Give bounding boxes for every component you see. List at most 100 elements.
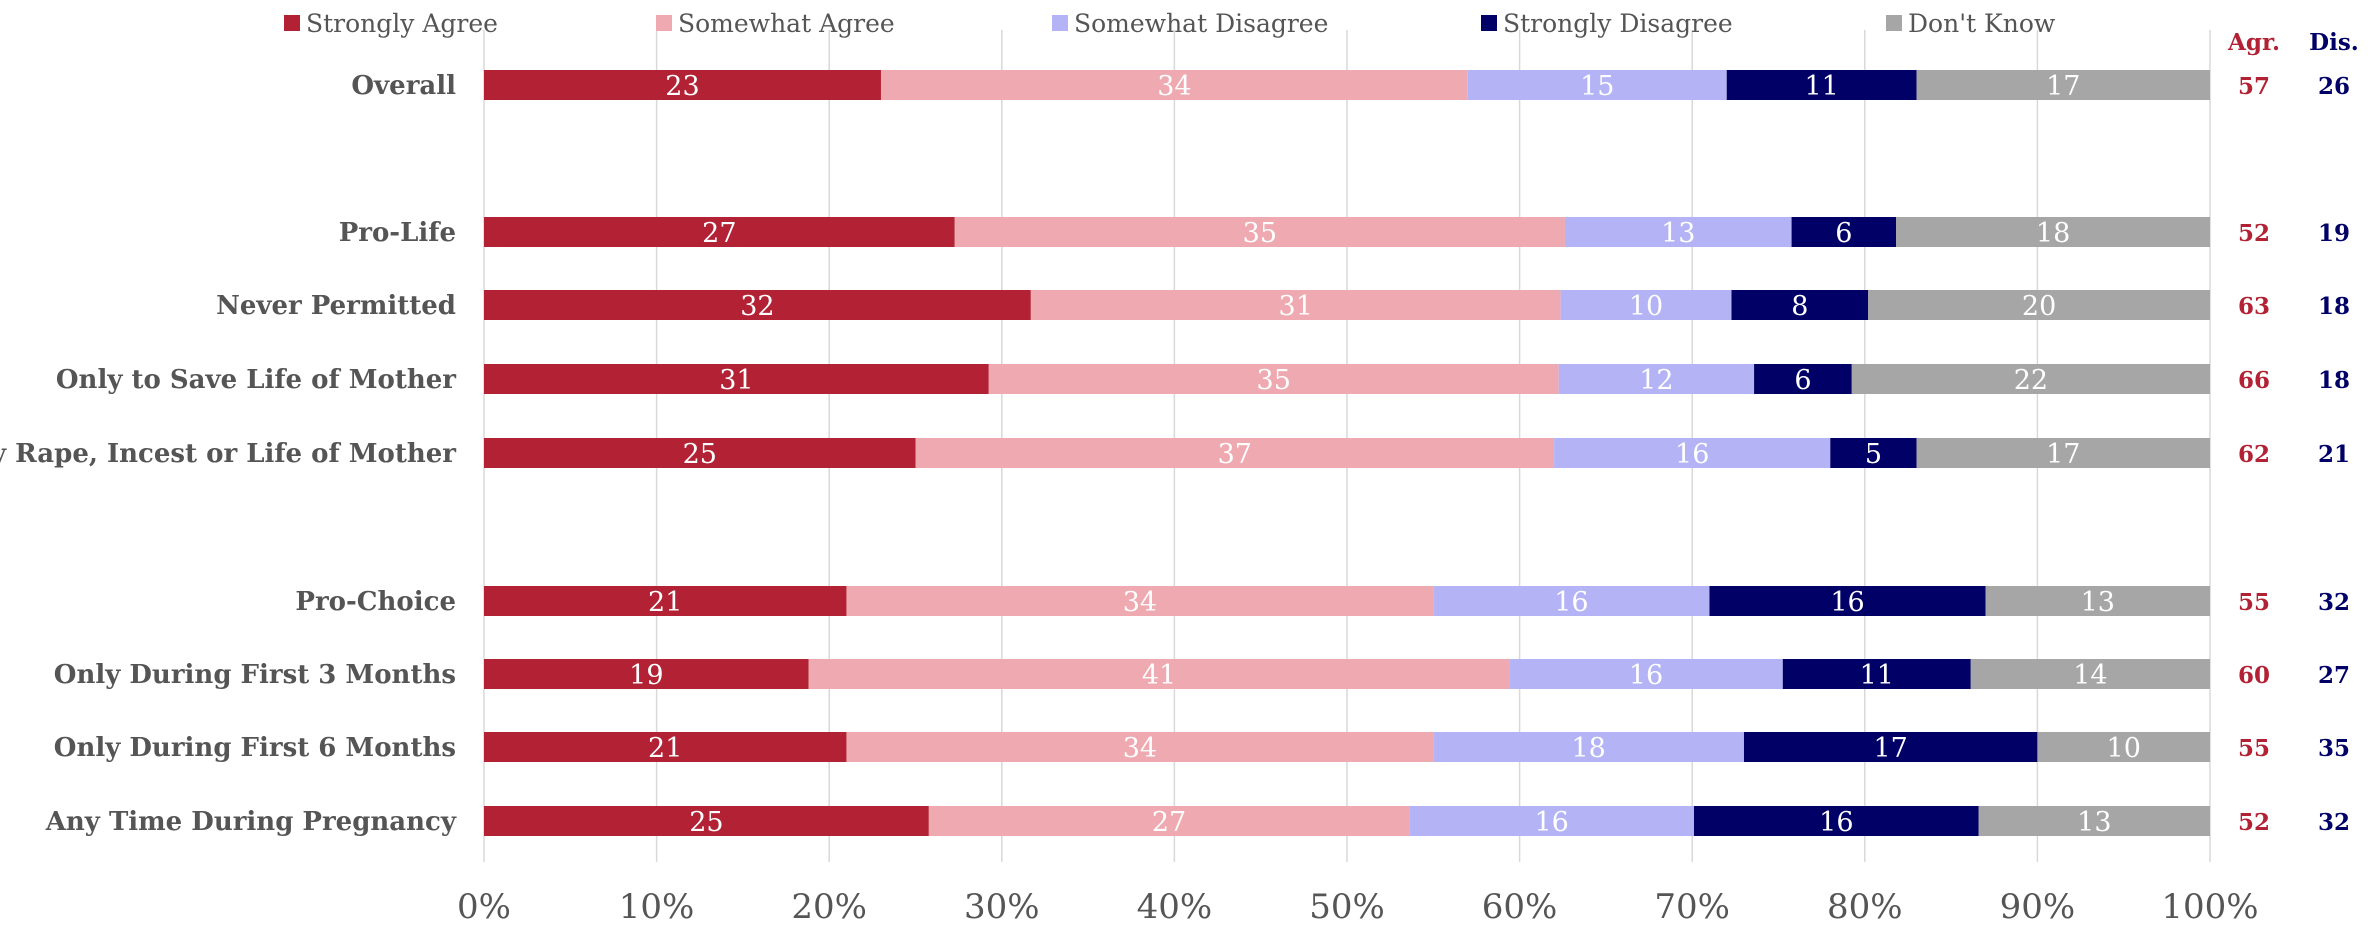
net-disagree-value: 18 [2318,367,2350,394]
bar-segment [915,438,1555,468]
legend-swatch [1886,15,1902,31]
bar-segment [1509,659,1783,689]
bar-value-label: 17 [1874,733,1908,764]
bar-value-label: 12 [1639,365,1673,396]
bar-segment [1978,806,2210,836]
bar-value-label: 6 [1794,365,1811,396]
net-disagree-value: 26 [2318,73,2350,100]
net-disagree-value: 18 [2318,293,2350,320]
bar-segment [1791,217,1897,247]
x-tick-label: 40% [1137,887,1213,927]
x-tick-label: 30% [964,887,1040,927]
legend-label: Somewhat Disagree [1074,9,1328,38]
bar-segment [1916,438,2210,468]
bar-segment [484,364,989,394]
bar-value-label: 25 [689,807,723,838]
x-tick-label: 100% [2161,887,2258,927]
bar-value-label: 16 [1830,587,1864,618]
bar-segment [1560,290,1732,320]
category-label: Only to Save Life of Mother [56,365,456,395]
bar-value-label: 13 [2077,807,2111,838]
bar-value-label: 37 [1218,439,1252,470]
x-tick-label: 20% [791,887,867,927]
legend-label: Somewhat Agree [678,9,895,38]
bar-value-label: 16 [1554,587,1588,618]
bar-value-label: 34 [1123,733,1157,764]
bar-segment [880,70,1468,100]
net-disagree-header: Dis. [2309,29,2359,56]
bar-segment [1743,732,2038,762]
net-agree-value: 52 [2238,220,2270,247]
bar-value-label: 13 [1661,218,1695,249]
net-agree-value: 60 [2238,662,2270,689]
bar-value-label: 5 [1865,439,1882,470]
x-tick-label: 80% [1827,887,1903,927]
bar-segment [1782,659,1971,689]
bar-segment [1409,806,1694,836]
bar-segment [1896,217,2210,247]
category-label: Any Time During Pregnancy [45,807,457,837]
bar-segment [484,806,929,836]
bar-value-label: 31 [719,365,753,396]
bar-segment [2037,732,2210,762]
net-agree-value: 55 [2238,735,2270,762]
legend-swatch [1481,15,1497,31]
bar-segment [484,70,881,100]
category-label: Never Permitted [216,291,456,321]
bar-segment [1564,217,1792,247]
bar-value-label: 34 [1157,71,1191,102]
net-disagree-value: 27 [2318,662,2350,689]
bar-value-label: 11 [1804,71,1838,102]
bar-value-label: 18 [2036,218,2070,249]
bar-segment [1868,290,2210,320]
bar-value-label: 23 [665,71,699,102]
bar-segment [484,290,1031,320]
bar-value-label: 16 [1819,807,1853,838]
x-tick-label: 10% [619,887,695,927]
bar-value-label: 16 [1629,660,1663,691]
x-tick-label: 90% [2000,887,2076,927]
bar-segment [954,217,1565,247]
net-agree-value: 66 [2238,367,2270,394]
bar-segment [846,586,1434,616]
bar-segment [1985,586,2210,616]
bar-value-label: 11 [1860,660,1894,691]
bar-value-label: 13 [2081,587,2115,618]
bar-segment [1558,364,1755,394]
bar-segment [1970,659,2210,689]
bar-segment [1916,70,2210,100]
bar-segment [484,659,809,689]
net-agree-value: 62 [2238,441,2270,468]
bar-value-label: 14 [2073,660,2107,691]
net-agree-value: 52 [2238,809,2270,836]
bar-segment [1726,70,1917,100]
bar-value-label: 41 [1142,660,1176,691]
bar-value-label: 32 [740,291,774,322]
bar-segment [808,659,1510,689]
bar-segment [1467,70,1727,100]
bar-value-label: 35 [1257,365,1291,396]
bar-segment [484,438,916,468]
bar-segment [846,732,1434,762]
legend-label: Don't Know [1908,9,2056,38]
bar-value-label: 18 [1571,733,1605,764]
bar-value-label: 20 [2022,291,2056,322]
net-disagree-value: 21 [2318,441,2350,468]
bar-value-label: 21 [648,733,682,764]
bar-segment [1709,586,1986,616]
bar-segment [1851,364,2210,394]
bar-segment [1433,732,1744,762]
bar-value-label: 15 [1580,71,1614,102]
bar-value-label: 10 [1629,291,1663,322]
bar-value-label: 16 [1534,807,1568,838]
bar-segment [1830,438,1917,468]
bar-value-label: 34 [1123,587,1157,618]
bar-value-label: 17 [2046,439,2080,470]
net-disagree-value: 35 [2318,735,2350,762]
x-tick-label: 60% [1482,887,1558,927]
bar-segment [1731,290,1869,320]
bar-value-label: 25 [683,439,717,470]
legend-swatch [1052,15,1068,31]
bar-segment [484,732,847,762]
legend-swatch [284,15,300,31]
